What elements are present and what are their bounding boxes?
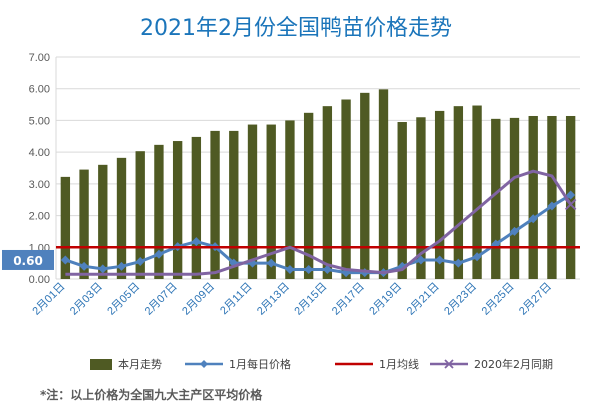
bar [116,157,127,279]
data-point [117,261,126,271]
data-point [154,249,164,259]
x-tick-label: 2月11日 [218,281,254,317]
data-point [285,264,295,274]
data-point [191,237,201,247]
bar-series [60,89,576,280]
bar [509,117,520,280]
x-tick-label: 2月07日 [143,281,180,318]
legend-marker [444,359,454,369]
bar [416,117,426,279]
bar [397,122,407,279]
x-tick-label: 2月09日 [180,281,217,318]
bar [434,110,445,280]
bar [266,124,276,280]
bar [360,92,370,279]
y-tick-label: 3.00 [29,179,50,191]
x-tick-label: 2月27日 [517,281,554,318]
data-point [266,258,276,268]
data-point [510,226,519,236]
bar [247,124,258,280]
y-tick-label: 2.00 [29,211,50,223]
data-point [566,190,576,200]
x-tick-label: 2月15日 [292,281,329,318]
data-point [322,264,332,274]
data-point [472,252,482,262]
chart-title: 2021年2月份全国鸭苗价格走势 [140,16,452,41]
y-tick-label: 7.00 [29,52,50,64]
footnote: *注：以上价格为全国九大主产区平均价格 [40,387,263,402]
y-axis-ticks: 0.001.002.003.004.005.006.007.00 [29,52,50,286]
data-point [547,201,557,211]
x-tick-label: 2月13日 [255,281,292,318]
y-tick-label: 5.00 [29,115,50,127]
bar [229,130,239,279]
x-tick-label: 2月01日 [30,281,67,318]
data-point [528,214,538,224]
annotation: 0.60 [2,249,54,270]
bar [453,106,464,280]
bar [491,118,501,279]
bar [154,144,164,279]
legend-label: 1月均线 [379,357,419,371]
x-tick-label: 2月17日 [330,281,367,318]
annotation-box [2,249,54,270]
line-series [56,169,580,278]
bar [79,169,89,279]
data-point [304,264,314,274]
y-tick-label: 4.00 [29,147,50,159]
series-line [64,193,572,275]
bar [98,164,108,279]
bar [547,115,557,279]
legend-label: 本月走势 [118,357,162,371]
annotation-label: 0.60 [13,254,43,268]
bar [285,120,295,279]
bar [322,106,333,280]
x-tick-label: 2月25日 [480,281,517,318]
bar [378,89,389,279]
bar [60,176,71,279]
y-tick-label: 0.00 [29,274,50,286]
bar [191,136,202,279]
legend: 本月走势 1月每日价格 1月均线 2020年2月同期 [90,357,553,371]
bar [303,112,314,280]
data-point [435,255,445,265]
y-tick-label: 6.00 [29,84,50,96]
x-tick-label: 2月21日 [405,281,442,318]
x-tick-label: 2月03日 [68,281,105,318]
bar [528,115,538,279]
bar [472,105,482,279]
legend-marker [200,360,208,368]
bar [210,130,220,279]
legend-label: 2020年2月同期 [474,357,553,371]
data-point [453,258,463,268]
legend-label: 1月每日价格 [229,357,291,371]
x-axis-ticks: 2月01日 2月03日 2月05日 2月07日 2月09日 2月11日 2月13日 2月15日… [30,281,554,318]
x-tick-label: 2月23日 [442,281,479,318]
bar [341,99,351,279]
data-point [60,255,70,265]
data-point [564,198,577,211]
x-tick-label: 2月05日 [105,281,142,318]
bar [135,151,145,279]
data-point [98,264,108,274]
data-point [79,261,89,271]
legend-swatch [90,359,112,370]
grid [55,56,580,280]
x-tick-label: 2月19日 [367,281,404,318]
data-point [416,255,426,265]
bar [172,141,183,279]
data-point [135,257,145,267]
series-line [65,169,572,276]
